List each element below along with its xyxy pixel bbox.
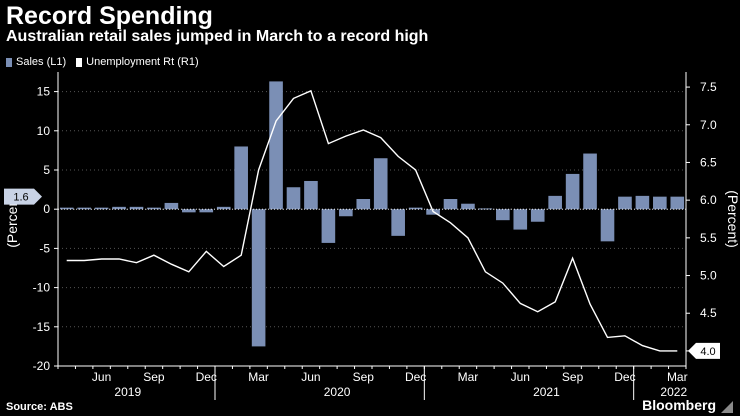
chart-subtitle: Australian retail sales jumped in March … (6, 28, 429, 45)
unemployment-line (66, 89, 678, 352)
y-right-axis-title: (Percent) (725, 190, 740, 248)
source-note: Source: ABS (6, 401, 73, 413)
legend-swatch-sales (6, 57, 12, 67)
line-layer (66, 89, 678, 352)
x-month-label: Dec (405, 370, 426, 384)
grid-layer (58, 91, 686, 367)
sales-bar (618, 196, 632, 210)
sales-bar (513, 209, 528, 230)
y-left-tick-label: -20 (33, 359, 51, 373)
legend-item-sales: Sales (L1) (6, 56, 66, 68)
sales-bar (286, 187, 301, 210)
legend-swatch-unemployment (76, 57, 83, 67)
sales-bar (496, 209, 510, 221)
y-right-tick-label: 6.0 (700, 193, 717, 207)
sales-bar (251, 209, 266, 347)
y-left-tick-label: 15 (37, 85, 51, 99)
y-left-tick-label: -5 (39, 241, 50, 255)
chart-legend: Sales (L1) Unemployment Rt (R1) (6, 56, 209, 68)
sales-bar (182, 209, 196, 213)
sales-bar (373, 158, 388, 210)
x-month-label: Mar (667, 370, 688, 384)
sales-bar (408, 207, 423, 210)
sales-bar (164, 202, 179, 210)
y-right-tick-label: 6.5 (700, 155, 717, 169)
sales-bar (670, 196, 685, 210)
y-right-tick-label: 4.5 (700, 306, 717, 320)
y-left-tick-label: -10 (33, 281, 51, 295)
bar-layer (59, 81, 685, 347)
y-left-tick-label: -15 (33, 320, 51, 334)
x-month-label: Mar (248, 370, 269, 384)
x-month-label: Jun (511, 370, 530, 384)
sales-bar (356, 199, 371, 210)
sales-bar (548, 195, 562, 210)
y-left-tick-label: 10 (37, 124, 51, 138)
x-month-label: Mar (458, 370, 479, 384)
sales-bar (478, 208, 493, 210)
sales-bar (304, 180, 318, 210)
x-month-label: Dec (614, 370, 635, 384)
y-left-tick-label: 5 (43, 163, 50, 177)
sales-bar (461, 203, 475, 210)
x-month-label: Sep (353, 370, 375, 384)
x-year-label: 2019 (114, 385, 141, 399)
sales-bar (443, 199, 458, 210)
x-year-label: 2020 (324, 385, 351, 399)
sales-bar (77, 207, 91, 210)
sales-bar (339, 209, 353, 217)
x-month-label: Jun (92, 370, 111, 384)
x-year-label: 2022 (660, 385, 687, 399)
x-month-label: Jun (301, 370, 320, 384)
sales-bar (199, 209, 214, 213)
sales-bar (635, 195, 650, 210)
legend-item-unemployment: Unemployment Rt (R1) (76, 56, 199, 68)
chart-title: Record Spending (6, 2, 213, 30)
sales-bar (59, 207, 74, 210)
bloomberg-logo: Bloomberg (642, 397, 716, 413)
sales-bar (583, 153, 597, 210)
sales-bar (216, 206, 231, 210)
label-layer: 1.6 4.0 (4, 188, 720, 359)
x-month-label: Sep (143, 370, 165, 384)
sales-bar (269, 81, 283, 210)
sales-bar (129, 206, 144, 210)
x-month-label: Dec (196, 370, 217, 384)
x-month-label: Sep (562, 370, 584, 384)
unemployment-last-value: 4.0 (700, 346, 715, 358)
sales-bar (653, 196, 667, 210)
sales-bar (321, 209, 336, 243)
sales-bar (391, 209, 405, 236)
sales-bar (147, 207, 161, 210)
legend-label-unemployment: Unemployment Rt (R1) (86, 56, 199, 68)
sales-bar (530, 209, 545, 222)
unemployment-last-value-badge (688, 342, 720, 359)
sales-last-value-badge (4, 188, 42, 205)
expand-icon[interactable] (720, 400, 734, 414)
y-right-tick-label: 7.5 (700, 80, 717, 94)
axis-layer: 15 10 5 0 -5 -10 -15 -20 7.5 7.0 6.5 6.0 5.5 5.0 4.5 4.… (4, 72, 740, 400)
sales-bar (112, 206, 126, 210)
sales-bar (600, 209, 615, 242)
y-right-tick-label: 7.0 (700, 118, 717, 132)
y-right-tick-label: 5.5 (700, 231, 717, 245)
sales-bar (565, 173, 580, 210)
y-left-tick-label: 0 (43, 202, 50, 216)
sales-bar (234, 146, 248, 210)
x-year-label: 2021 (533, 385, 560, 399)
sales-last-value: 1.6 (13, 192, 28, 204)
y-right-tick-label: 5.0 (700, 269, 717, 283)
sales-bar (94, 207, 109, 210)
legend-label-sales: Sales (L1) (16, 56, 67, 68)
